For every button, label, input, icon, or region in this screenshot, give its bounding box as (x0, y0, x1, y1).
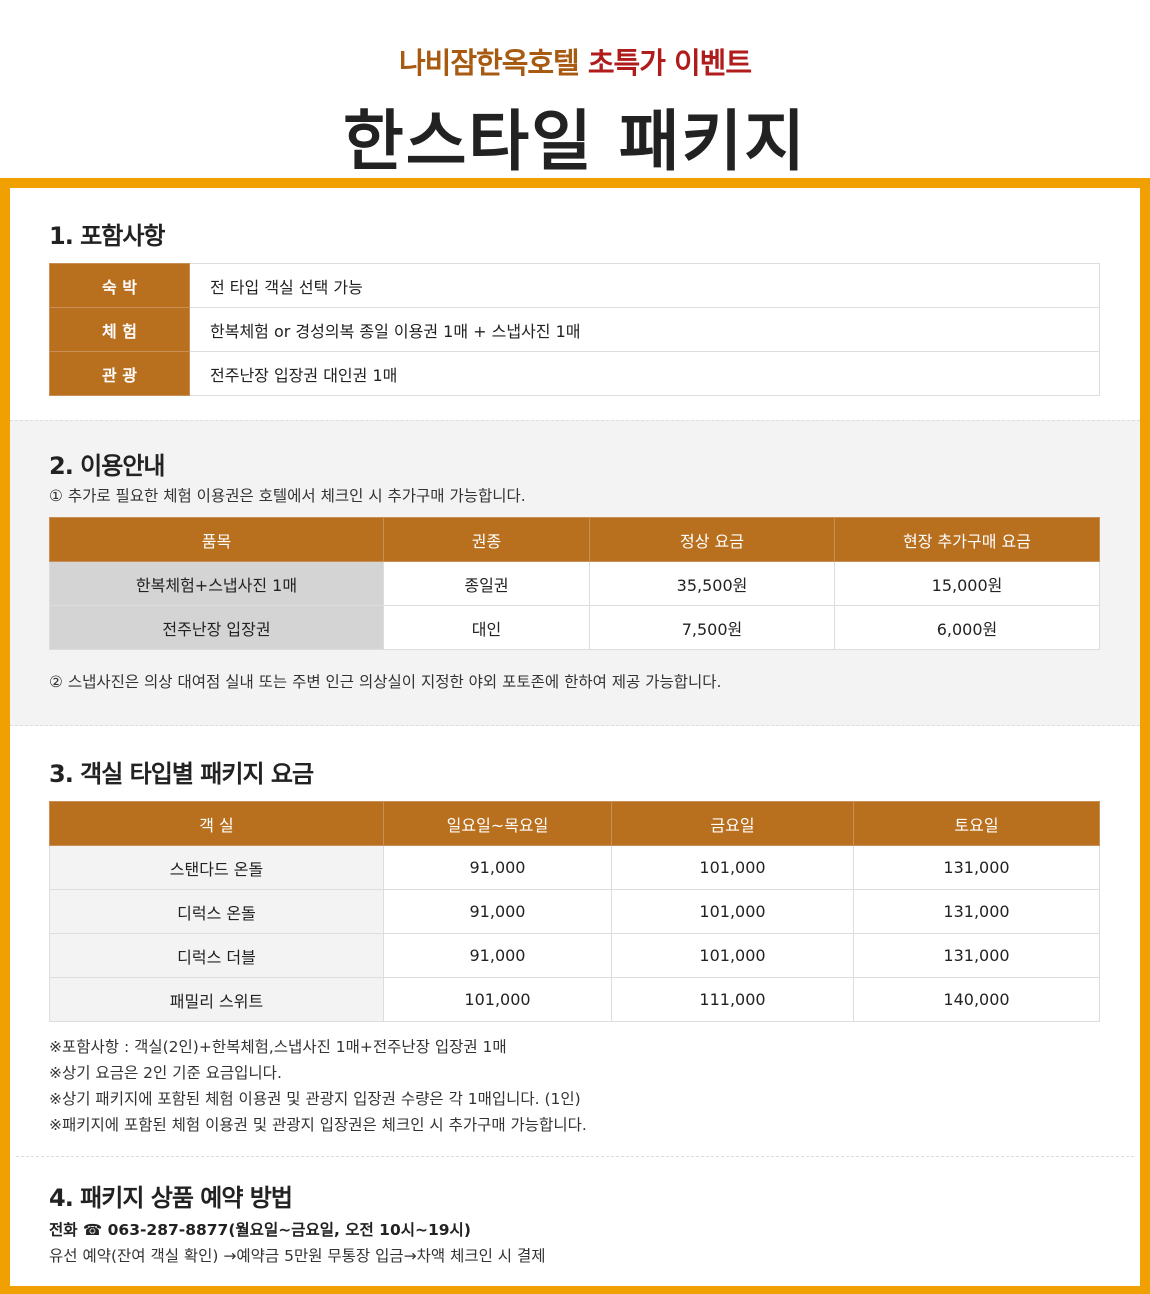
page-header: 나비잠한옥호텔 초특가 이벤트 한스타일 패키지 (0, 0, 1150, 180)
event-label: 초특가 이벤트 (587, 46, 752, 80)
table-row: 한복체험+스냅사진 1매 종일권 35,500원 15,000원 (49, 561, 1100, 606)
column-header: 품목 (49, 517, 384, 562)
table-row: 관 광 전주난장 입장권 대인권 1매 (49, 351, 1100, 396)
cell: 101,000 (611, 889, 854, 934)
event-subtitle: 나비잠한옥호텔 초특가 이벤트 (0, 40, 1150, 82)
table-row: 디럭스 온돌 91,000 101,000 131,000 (49, 889, 1100, 934)
section-heading: 1. 포함사항 (49, 222, 166, 250)
rates-notes: ※포함사항 : 객실(2인)+한복체험,스냅사진 1매+전주난장 입장권 1매 … (49, 1034, 1140, 1138)
rates-table: 객 실 일요일~목요일 금요일 토요일 스탠다드 온돌 91,000 101,000… (49, 801, 1100, 1022)
row-label: 관 광 (49, 351, 190, 396)
cell: 101,000 (611, 845, 854, 890)
row-value: 전 타입 객실 선택 가능 (189, 263, 1100, 308)
column-header: 금요일 (611, 801, 854, 846)
cell: 한복체험+스냅사진 1매 (49, 561, 384, 606)
hotel-name: 나비잠한옥호텔 (398, 46, 580, 80)
section-booking: 4. 패키지 상품 예약 방법 전화 ☎ 063-287-8877(월요일~금요… (10, 1178, 1140, 1269)
row-value: 전주난장 입장권 대인권 1매 (189, 351, 1100, 396)
table-row: 체 험 한복체험 or 경성의복 종일 이용권 1매 + 스냅사진 1매 (49, 307, 1100, 352)
cell: 91,000 (383, 889, 612, 934)
cell: 91,000 (383, 845, 612, 890)
cell: 디럭스 온돌 (49, 889, 384, 934)
row-label: 숙 박 (49, 263, 190, 308)
cell: 101,000 (383, 977, 612, 1022)
cell: 6,000원 (834, 605, 1100, 650)
cell: 7,500원 (589, 605, 835, 650)
cell: 스탠다드 온돌 (49, 845, 384, 890)
column-header: 권종 (383, 517, 590, 562)
section-heading: 3. 객실 타입별 패키지 요금 (49, 760, 314, 788)
cell: 131,000 (853, 933, 1100, 978)
note-line: ※패키지에 포함된 체험 이용권 및 관광지 입장권은 체크인 시 추가구매 가… (49, 1116, 587, 1134)
cell: 패밀리 스위트 (49, 977, 384, 1022)
table-header: 객 실 일요일~목요일 금요일 토요일 (49, 801, 1100, 846)
row-label: 체 험 (49, 307, 190, 352)
table-header: 품목 권종 정상 요금 현장 추가구매 요금 (49, 517, 1100, 562)
page-title: 한스타일 패키지 (342, 103, 808, 180)
table-row: 전주난장 입장권 대인 7,500원 6,000원 (49, 605, 1100, 650)
column-header: 정상 요금 (589, 517, 835, 562)
cell: 15,000원 (834, 561, 1100, 606)
cell: 대인 (383, 605, 590, 650)
column-header: 객 실 (49, 801, 384, 846)
column-header: 토요일 (853, 801, 1100, 846)
divider (16, 1156, 1134, 1157)
note-line: ※포함사항 : 객실(2인)+한복체험,스냅사진 1매+전주난장 입장권 1매 (49, 1038, 507, 1056)
cell: 131,000 (853, 889, 1100, 934)
table-row: 디럭스 더블 91,000 101,000 131,000 (49, 933, 1100, 978)
table-row: 스탠다드 온돌 91,000 101,000 131,000 (49, 845, 1100, 890)
booking-phone: 전화 ☎ 063-287-8877(월요일~금요일, 오전 10시~19시) (49, 1221, 471, 1239)
column-header: 일요일~목요일 (383, 801, 612, 846)
cell: 111,000 (611, 977, 854, 1022)
section-rates: 3. 객실 타입별 패키지 요금 객 실 일요일~목요일 금요일 토요일 스탠다… (10, 754, 1140, 1138)
table-row: 패밀리 스위트 101,000 111,000 140,000 (49, 977, 1100, 1022)
cell: 종일권 (383, 561, 590, 606)
section-heading: 2. 이용안내 (49, 452, 166, 480)
booking-process: 유선 예약(잔여 객실 확인) →예약금 5만원 무통장 입금→차액 체크인 시… (49, 1247, 546, 1265)
cell: 전주난장 입장권 (49, 605, 384, 650)
cell: 131,000 (853, 845, 1100, 890)
cell: 35,500원 (589, 561, 835, 606)
guide-note-2: ② 스냅사진은 의상 대여점 실내 또는 주변 인근 의상실이 지정한 야외 포… (49, 673, 722, 691)
note-line: ※상기 요금은 2인 기준 요금입니다. (49, 1064, 282, 1082)
guide-note-1: ① 추가로 필요한 체험 이용권은 호텔에서 체크인 시 추가구매 가능합니다. (49, 487, 526, 505)
row-value: 한복체험 or 경성의복 종일 이용권 1매 + 스냅사진 1매 (189, 307, 1100, 352)
cell: 91,000 (383, 933, 612, 978)
section-heading: 4. 패키지 상품 예약 방법 (49, 1184, 293, 1212)
cell: 101,000 (611, 933, 854, 978)
column-header: 현장 추가구매 요금 (834, 517, 1100, 562)
guide-table: 품목 권종 정상 요금 현장 추가구매 요금 한복체험+스냅사진 1매 종일권 35… (49, 517, 1100, 650)
section-guide: 2. 이용안내 ① 추가로 필요한 체험 이용권은 호텔에서 체크인 시 추가구… (10, 446, 1140, 695)
cell: 140,000 (853, 977, 1100, 1022)
cell: 디럭스 더블 (49, 933, 384, 978)
note-line: ※상기 패키지에 포함된 체험 이용권 및 관광지 입장권 수량은 각 1매입니… (49, 1090, 581, 1108)
